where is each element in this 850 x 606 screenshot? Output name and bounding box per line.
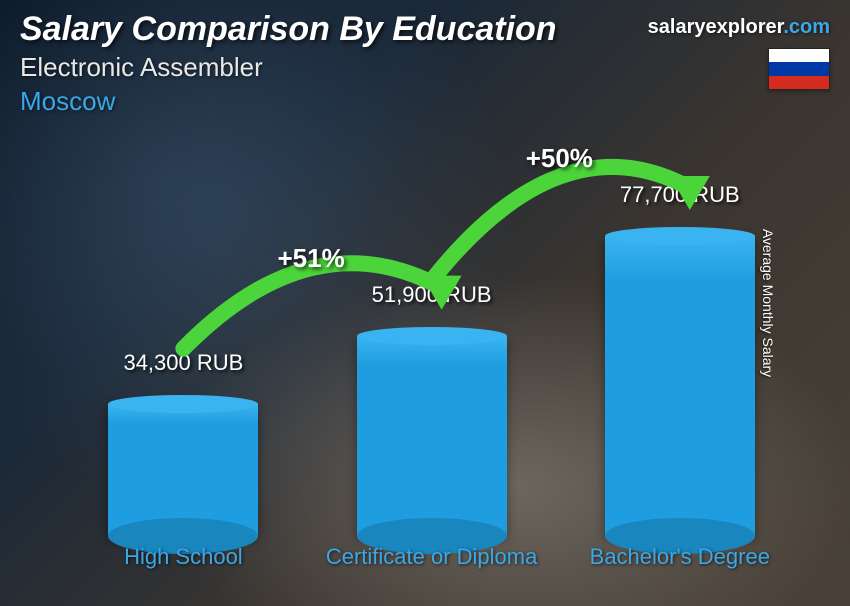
job-title: Electronic Assembler	[20, 52, 263, 83]
bar-category-label: High School	[73, 536, 293, 570]
increase-arrow	[50, 150, 780, 536]
bar-category-label: Bachelor's Degree	[570, 536, 790, 570]
city-label: Moscow	[20, 86, 115, 117]
flag-stripe	[769, 76, 829, 89]
bar-chart: 34,300 RUBHigh School51,900 RUBCertifica…	[50, 150, 780, 536]
country-flag-russia	[768, 48, 830, 90]
percent-increase-label: +50%	[526, 143, 593, 174]
brand-name: salaryexplorer	[648, 16, 784, 38]
flag-stripe	[769, 62, 829, 75]
chart-container: Salary Comparison By Education Electroni…	[0, 0, 850, 606]
flag-stripe	[769, 49, 829, 62]
bar-category-label: Certificate or Diploma	[322, 536, 542, 570]
page-title: Salary Comparison By Education	[20, 10, 557, 49]
brand-logo: salaryexplorer.com	[648, 16, 830, 39]
brand-suffix: .com	[783, 16, 830, 38]
